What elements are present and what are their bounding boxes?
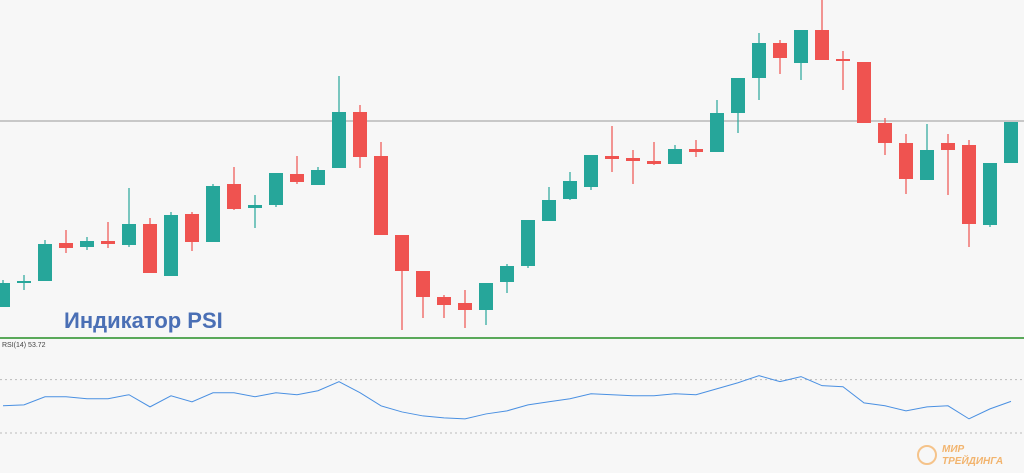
candle-body bbox=[710, 113, 724, 152]
candle-body bbox=[584, 155, 598, 187]
candle-body bbox=[374, 156, 388, 235]
candle-body bbox=[836, 59, 850, 61]
watermark-text: МИР bbox=[942, 444, 965, 455]
candle-body bbox=[563, 181, 577, 199]
candle-body bbox=[920, 150, 934, 180]
candle-body bbox=[416, 271, 430, 297]
candle-body bbox=[248, 205, 262, 208]
candle-body bbox=[500, 266, 514, 282]
candle-body bbox=[983, 163, 997, 225]
candle-body bbox=[878, 123, 892, 143]
candle-body bbox=[59, 243, 73, 248]
candle-body bbox=[899, 143, 913, 179]
chart-title: Индикатор PSI bbox=[64, 308, 223, 333]
candle-body bbox=[185, 214, 199, 242]
candle-body bbox=[143, 224, 157, 273]
indicator-label: RSI(14) 53.72 bbox=[2, 342, 46, 349]
candle-body bbox=[815, 30, 829, 60]
candle-body bbox=[794, 30, 808, 63]
watermark: МИР ТРЕЙДИНГА bbox=[917, 444, 1003, 467]
candle-body bbox=[122, 224, 136, 245]
candle-body bbox=[521, 220, 535, 266]
candle-body bbox=[941, 143, 955, 150]
candle-body bbox=[542, 200, 556, 221]
candle-body bbox=[605, 156, 619, 159]
indicator-line bbox=[2, 375, 1012, 420]
candle-body bbox=[206, 186, 220, 242]
candle-body bbox=[332, 112, 346, 168]
candle-body bbox=[773, 43, 787, 58]
candle-body bbox=[0, 283, 10, 307]
candle-body bbox=[857, 62, 871, 123]
candle-body bbox=[101, 241, 115, 244]
candle-body bbox=[689, 149, 703, 152]
watermark-icon bbox=[917, 445, 937, 465]
candle-body bbox=[626, 158, 640, 161]
candle-body bbox=[647, 161, 661, 164]
candle-body bbox=[731, 78, 745, 113]
candle-body bbox=[752, 43, 766, 78]
candle-body bbox=[479, 283, 493, 310]
candle-body bbox=[962, 145, 976, 224]
candle-body bbox=[437, 297, 451, 305]
candle-body bbox=[668, 149, 682, 164]
candle-body bbox=[290, 174, 304, 182]
candle-body bbox=[80, 241, 94, 247]
candle-body bbox=[395, 235, 409, 271]
candle-body bbox=[458, 303, 472, 310]
candle-body bbox=[38, 244, 52, 281]
watermark-text: ТРЕЙДИНГА bbox=[942, 454, 1003, 467]
candle-body bbox=[17, 281, 31, 283]
candle-body bbox=[311, 170, 325, 185]
candle-body bbox=[227, 184, 241, 209]
candle-body bbox=[269, 173, 283, 205]
candle-body bbox=[353, 112, 367, 157]
candle-body bbox=[164, 215, 178, 276]
candle-body bbox=[1004, 122, 1018, 163]
